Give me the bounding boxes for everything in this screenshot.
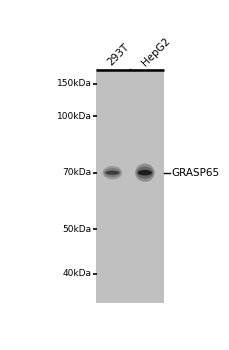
Text: 100kDa: 100kDa bbox=[57, 112, 92, 121]
Ellipse shape bbox=[105, 171, 120, 175]
Text: 40kDa: 40kDa bbox=[63, 269, 92, 278]
Text: 70kDa: 70kDa bbox=[63, 168, 92, 177]
Text: 293T: 293T bbox=[106, 42, 131, 68]
Bar bbox=[96, 69, 164, 303]
Ellipse shape bbox=[140, 171, 150, 174]
Ellipse shape bbox=[135, 163, 155, 182]
Ellipse shape bbox=[103, 166, 122, 180]
Ellipse shape bbox=[138, 170, 152, 175]
Ellipse shape bbox=[136, 167, 153, 179]
Ellipse shape bbox=[104, 168, 121, 177]
Text: 150kDa: 150kDa bbox=[57, 79, 92, 88]
Text: GRASP65: GRASP65 bbox=[172, 168, 220, 178]
Ellipse shape bbox=[107, 172, 117, 174]
Text: HepG2: HepG2 bbox=[139, 35, 172, 68]
Text: 50kDa: 50kDa bbox=[63, 225, 92, 234]
